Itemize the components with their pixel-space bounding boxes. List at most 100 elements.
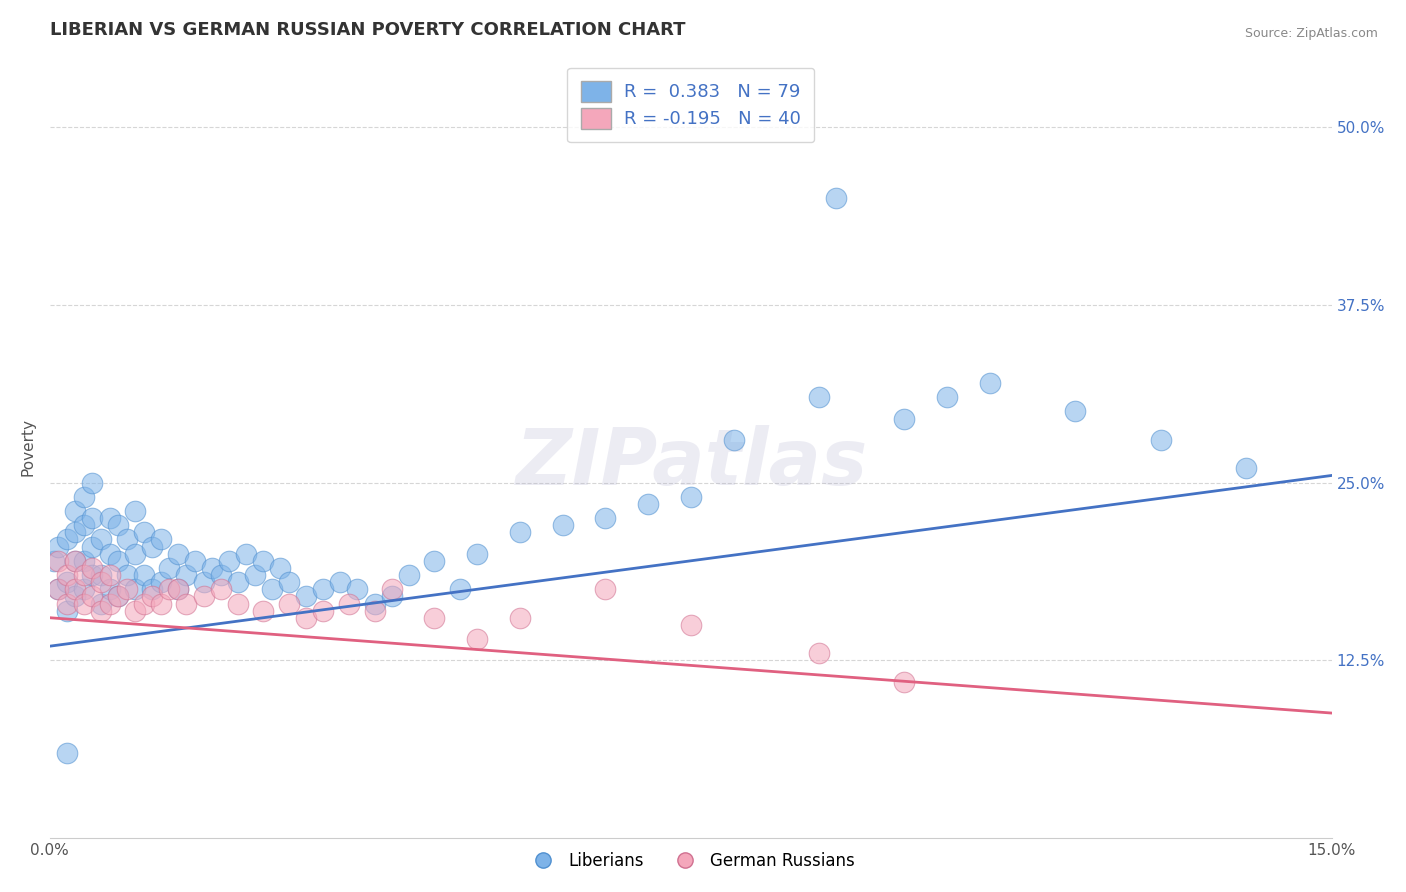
Point: [90, 533, 112, 547]
Point: [825, 191, 848, 205]
Point: [90, 575, 112, 590]
Point: [595, 582, 617, 597]
Point: [73, 554, 96, 568]
Point: [107, 554, 129, 568]
Point: [270, 561, 292, 575]
Point: [56, 604, 79, 618]
Point: [115, 582, 138, 597]
Point: [56, 533, 79, 547]
Point: [82, 475, 104, 490]
Point: [98, 511, 121, 525]
Point: [56, 746, 79, 760]
Point: [82, 590, 104, 604]
Point: [56, 568, 79, 582]
Text: LIBERIAN VS GERMAN RUSSIAN POVERTY CORRELATION CHART: LIBERIAN VS GERMAN RUSSIAN POVERTY CORRE…: [49, 21, 685, 39]
Point: [157, 561, 180, 575]
Point: [82, 511, 104, 525]
Point: [363, 597, 385, 611]
Point: [124, 582, 146, 597]
Point: [218, 554, 240, 568]
Point: [141, 590, 163, 604]
Point: [46, 582, 69, 597]
Point: [167, 582, 190, 597]
Point: [124, 547, 146, 561]
Point: [98, 597, 121, 611]
Point: [124, 504, 146, 518]
Point: [509, 525, 531, 540]
Point: [465, 547, 488, 561]
Point: [65, 504, 87, 518]
Point: [149, 533, 172, 547]
Point: [346, 582, 368, 597]
Point: [278, 597, 301, 611]
Point: [65, 554, 87, 568]
Point: [936, 390, 959, 404]
Point: [209, 582, 232, 597]
Point: [149, 575, 172, 590]
Point: [226, 575, 249, 590]
Point: [73, 518, 96, 533]
Point: [42, 554, 65, 568]
Point: [295, 590, 318, 604]
Point: [637, 497, 659, 511]
Point: [157, 582, 180, 597]
Point: [115, 533, 138, 547]
Point: [509, 611, 531, 625]
Point: [82, 568, 104, 582]
Point: [167, 582, 190, 597]
Point: [243, 568, 266, 582]
Point: [82, 540, 104, 554]
Point: [1150, 433, 1173, 447]
Point: [893, 674, 915, 689]
Text: ZIPatlas: ZIPatlas: [515, 425, 868, 500]
Point: [1234, 461, 1257, 475]
Point: [65, 525, 87, 540]
Point: [235, 547, 257, 561]
Point: [149, 597, 172, 611]
Point: [184, 554, 207, 568]
Point: [201, 561, 224, 575]
Point: [90, 568, 112, 582]
Point: [107, 518, 129, 533]
Point: [124, 604, 146, 618]
Point: [65, 590, 87, 604]
Point: [312, 604, 335, 618]
Point: [679, 490, 702, 504]
Point: [337, 597, 360, 611]
Point: [278, 575, 301, 590]
Point: [132, 568, 155, 582]
Point: [176, 597, 198, 611]
Point: [209, 568, 232, 582]
Point: [73, 582, 96, 597]
Point: [807, 390, 830, 404]
Point: [363, 604, 385, 618]
Point: [398, 568, 420, 582]
Point: [73, 568, 96, 582]
Point: [141, 582, 163, 597]
Point: [56, 575, 79, 590]
Point: [107, 590, 129, 604]
Point: [132, 597, 155, 611]
Point: [381, 582, 404, 597]
Point: [132, 525, 155, 540]
Point: [595, 511, 617, 525]
Point: [46, 554, 69, 568]
Point: [893, 411, 915, 425]
Point: [90, 604, 112, 618]
Point: [98, 547, 121, 561]
Point: [1064, 404, 1087, 418]
Text: Source: ZipAtlas.com: Source: ZipAtlas.com: [1244, 27, 1378, 40]
Point: [423, 611, 446, 625]
Point: [193, 590, 215, 604]
Point: [807, 646, 830, 660]
Y-axis label: Poverty: Poverty: [21, 418, 35, 476]
Legend: Liberians, German Russians: Liberians, German Russians: [520, 846, 862, 877]
Point: [465, 632, 488, 646]
Point: [176, 568, 198, 582]
Point: [65, 554, 87, 568]
Point: [141, 540, 163, 554]
Point: [381, 590, 404, 604]
Point: [252, 554, 274, 568]
Point: [82, 561, 104, 575]
Point: [226, 597, 249, 611]
